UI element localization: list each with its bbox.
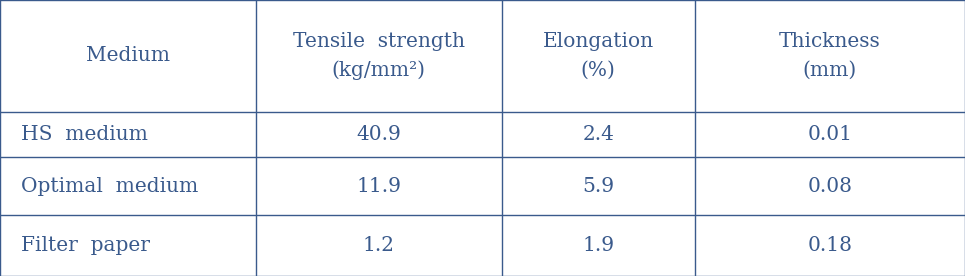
Text: 2.4: 2.4 <box>582 125 615 144</box>
Text: HS  medium: HS medium <box>21 125 148 144</box>
Text: 0.18: 0.18 <box>808 236 852 255</box>
Text: 0.08: 0.08 <box>808 177 852 196</box>
Text: (%): (%) <box>581 60 616 79</box>
Text: (kg/mm²): (kg/mm²) <box>332 60 426 80</box>
Text: 40.9: 40.9 <box>356 125 401 144</box>
Text: Filter  paper: Filter paper <box>21 236 151 255</box>
Text: 11.9: 11.9 <box>356 177 401 196</box>
Text: 1.9: 1.9 <box>582 236 615 255</box>
Text: Elongation: Elongation <box>542 32 654 51</box>
Text: Thickness: Thickness <box>779 32 881 51</box>
Text: 5.9: 5.9 <box>582 177 615 196</box>
Text: (mm): (mm) <box>803 60 857 79</box>
Text: Tensile  strength: Tensile strength <box>292 32 465 51</box>
Text: 1.2: 1.2 <box>363 236 395 255</box>
Text: Optimal  medium: Optimal medium <box>21 177 199 196</box>
Text: 0.01: 0.01 <box>808 125 852 144</box>
Text: Medium: Medium <box>86 46 170 65</box>
